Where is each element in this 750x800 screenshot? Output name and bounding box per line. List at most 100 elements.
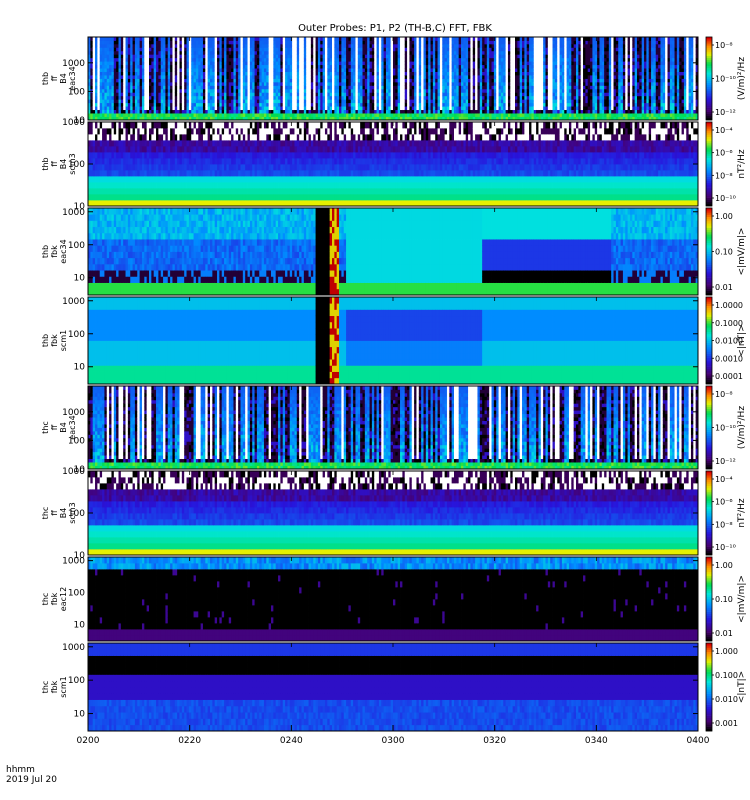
- cell-thb-ff-eac34: [334, 65, 337, 69]
- cell-thb-ff-eac34: [571, 113, 574, 117]
- cell-thb-ff-eac34: [151, 82, 154, 86]
- cell-thb-ff-eac34: [449, 72, 452, 76]
- cell-thb-ff-eac34: [541, 110, 544, 114]
- cell-thb-ff-eac34: [416, 44, 419, 48]
- cell-thb-ff-eac34: [574, 96, 577, 100]
- cell-thb-ff-eac34: [278, 61, 281, 65]
- cell-thb-ff-eac34: [191, 89, 194, 93]
- cell-thb-ff-eac34: [480, 96, 483, 100]
- cell-thb-ff-eac34: [548, 61, 551, 65]
- cell-thb-ff-eac34: [142, 106, 145, 110]
- cell-thb-ff-eac34: [426, 85, 429, 89]
- cell-thb-ff-eac34: [233, 92, 236, 96]
- cell-thb-ff-eac34: [172, 85, 175, 89]
- cell-thb-ff-eac34: [482, 110, 485, 114]
- cell-thb-ff-eac34: [236, 103, 239, 107]
- cell-thb-ff-eac34: [433, 47, 436, 51]
- cell-thb-ff-eac34: [97, 72, 100, 76]
- cell-thb-ff-eac34: [339, 103, 342, 107]
- cell-thb-ff-eac34: [468, 85, 471, 89]
- cell-thb-ff-eac34: [555, 47, 558, 51]
- cell-thb-ff-eac34: [332, 72, 335, 76]
- cell-thb-ff-eac34: [527, 103, 530, 107]
- cell-thb-ff-eac34: [416, 68, 419, 72]
- cell-thb-ff-eac34: [196, 68, 199, 72]
- cell-thb-ff-eac34: [255, 79, 258, 83]
- cell-thb-ff-eac34: [538, 37, 541, 41]
- cell-thb-ff-eac34: [524, 68, 527, 72]
- cell-thb-ff-eac34: [205, 54, 208, 58]
- cell-thb-ff-eac34: [161, 37, 164, 41]
- cell-thb-ff-eac34: [407, 68, 410, 72]
- cell-thb-ff-eac34: [243, 51, 246, 55]
- cell-thb-ff-eac34: [508, 92, 511, 96]
- cell-thb-ff-eac34: [90, 110, 93, 114]
- cell-thb-ff-eac34: [309, 89, 312, 93]
- cell-thb-ff-eac34: [482, 47, 485, 51]
- cell-thb-ff-eac34: [107, 79, 110, 83]
- cell-thb-ff-eac34: [170, 99, 173, 103]
- cell-thb-ff-eac34: [372, 89, 375, 93]
- cell-thb-ff-eac34: [416, 79, 419, 83]
- cell-thb-ff-eac34: [177, 113, 180, 117]
- cell-thb-ff-eac34: [233, 110, 236, 114]
- cell-thb-ff-eac34: [177, 96, 180, 100]
- cell-thb-ff-eac34: [172, 51, 175, 55]
- cell-thb-ff-eac34: [271, 103, 274, 107]
- cell-thb-ff-eac34: [104, 79, 107, 83]
- cell-thb-ff-eac34: [480, 47, 483, 51]
- cell-thb-ff-eac34: [374, 113, 377, 117]
- cell-thb-ff-eac34: [381, 96, 384, 100]
- cell-thb-ff-eac34: [156, 103, 159, 107]
- cell-thb-ff-eac34: [170, 82, 173, 86]
- cell-thb-ff-eac34: [283, 103, 286, 107]
- cell-thb-ff-eac34: [466, 96, 469, 100]
- cell-thb-ff-eac34: [494, 103, 497, 107]
- cell-thb-ff-eac34: [311, 40, 314, 44]
- cell-thb-ff-eac34: [161, 58, 164, 62]
- cell-thb-ff-eac34: [278, 68, 281, 72]
- cell-thb-ff-eac34: [304, 58, 307, 62]
- cell-thb-ff-eac34: [102, 92, 105, 96]
- cell-thb-ff-eac34: [374, 110, 377, 114]
- cell-thb-ff-eac34: [276, 113, 279, 117]
- cell-thb-ff-eac34: [393, 92, 396, 96]
- cell-thb-ff-eac34: [560, 89, 563, 93]
- cell-thb-ff-eac34: [285, 85, 288, 89]
- cell-thb-ff-eac34: [182, 54, 185, 58]
- cell-thb-ff-eac34: [438, 113, 441, 117]
- cell-thb-ff-eac34: [388, 40, 391, 44]
- cell-thb-ff-eac34: [527, 82, 530, 86]
- cell-thb-ff-eac34: [269, 37, 272, 41]
- cell-thb-ff-eac34: [363, 99, 366, 103]
- cell-thb-ff-eac34: [487, 79, 490, 83]
- cell-thb-ff-eac34: [388, 51, 391, 55]
- cell-thb-ff-eac34: [515, 110, 518, 114]
- cell-thb-ff-eac34: [241, 58, 244, 62]
- cell-thb-ff-eac34: [405, 89, 408, 93]
- cell-thb-ff-eac34: [571, 85, 574, 89]
- cell-thb-ff-eac34: [363, 68, 366, 72]
- cell-thb-ff-eac34: [515, 44, 518, 48]
- cell-thb-ff-eac34: [194, 44, 197, 48]
- cell-thb-ff-eac34: [391, 110, 394, 114]
- cell-thb-ff-eac34: [222, 44, 225, 48]
- cell-thb-ff-eac34: [463, 54, 466, 58]
- cell-thb-ff-eac34: [560, 106, 563, 110]
- cell-thb-ff-eac34: [252, 51, 255, 55]
- cell-thb-ff-eac34: [463, 85, 466, 89]
- cell-thb-ff-eac34: [229, 75, 232, 79]
- cell-thb-ff-eac34: [480, 58, 483, 62]
- cell-thb-ff-eac34: [456, 82, 459, 86]
- cell-thb-ff-eac34: [555, 82, 558, 86]
- cell-thb-ff-eac34: [400, 47, 403, 51]
- cell-thb-ff-eac34: [184, 96, 187, 100]
- cell-thb-ff-eac34: [480, 79, 483, 83]
- cell-thb-ff-eac34: [562, 106, 565, 110]
- cell-thb-ff-eac34: [531, 113, 534, 117]
- cell-thb-ff-eac34: [114, 44, 117, 48]
- cell-thb-ff-eac34: [299, 68, 302, 72]
- cell-thb-ff-eac34: [210, 99, 213, 103]
- cell-thb-ff-eac34: [405, 72, 408, 76]
- cell-thb-ff-eac34: [123, 40, 126, 44]
